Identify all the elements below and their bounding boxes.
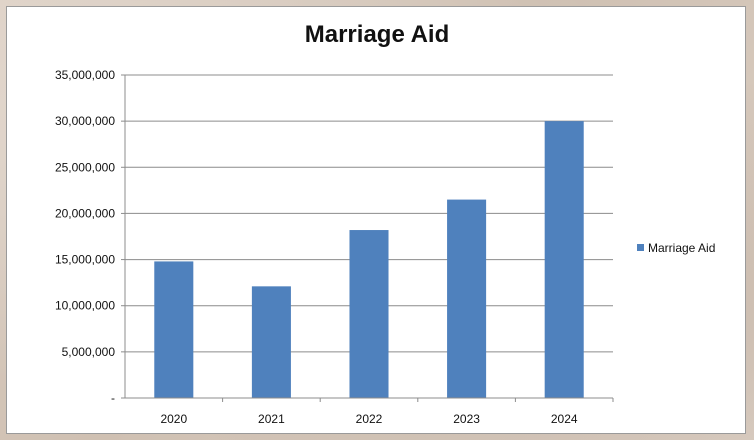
y-tick-label: 15,000,000	[55, 253, 115, 267]
x-tick-label: 2021	[258, 412, 285, 426]
x-tick-labels: 2020 2021 2022 2023 2024	[160, 412, 577, 426]
y-tick-label: 30,000,000	[55, 114, 115, 128]
bar-2023	[447, 200, 486, 398]
y-tick-label: 10,000,000	[55, 299, 115, 313]
x-tick-label: 2023	[453, 412, 480, 426]
chart-title: Marriage Aid	[305, 21, 449, 48]
x-tick-label: 2022	[356, 412, 383, 426]
y-tick-label: 5,000,000	[62, 345, 116, 359]
bar-2024	[545, 121, 584, 398]
bar-2021	[252, 286, 291, 398]
y-tick-labels: - 5,000,000 10,000,000 15,000,000 20,000,000…	[55, 68, 115, 405]
x-tick-label: 2024	[551, 412, 578, 426]
y-tick-label: -	[111, 391, 115, 405]
x-tick-label: 2020	[160, 412, 187, 426]
chart-frame: Marriage Aid - 5,000,000 10,000,000 15,000,…	[6, 6, 746, 434]
bar-chart: Marriage Aid - 5,000,000 10,000,000 15,000,…	[7, 7, 745, 433]
legend-swatch	[637, 244, 644, 251]
y-tick-label: 35,000,000	[55, 68, 115, 82]
bar-2020	[154, 261, 193, 398]
legend: Marriage Aid	[637, 241, 715, 255]
legend-label: Marriage Aid	[648, 241, 715, 255]
y-tick-label: 25,000,000	[55, 160, 115, 174]
bar-2022	[349, 230, 388, 398]
y-tick-label: 20,000,000	[55, 206, 115, 220]
